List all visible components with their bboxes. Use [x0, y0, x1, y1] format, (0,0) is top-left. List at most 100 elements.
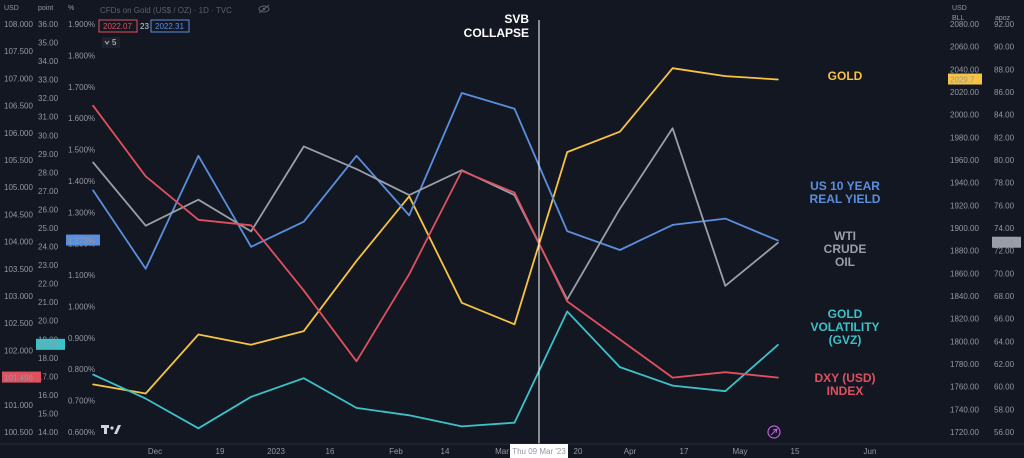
- series-point-gvz: [92, 373, 94, 376]
- axis-tick-gold: 1860.00: [950, 269, 979, 278]
- axis-tick-gvz: 25.00: [38, 224, 59, 233]
- x-tick-label: 14: [441, 447, 450, 456]
- symbol-title[interactable]: CFDs on Gold (US$ / OZ) · 1D · TVC: [100, 6, 232, 15]
- collapse-chevron-icon[interactable]: [102, 37, 120, 48]
- axis-unit-gvz: point: [38, 5, 53, 12]
- series-point-oil: [355, 168, 358, 170]
- axis-tick-yield: 1.600%: [68, 114, 95, 123]
- axis-tick-oil: 62.00: [994, 360, 1015, 369]
- axis-tick-gvz: 33.00: [38, 76, 59, 85]
- price-box-red: [98, 19, 138, 33]
- series-point-gold: [197, 333, 200, 336]
- axis-tick-gold: 2060.00: [950, 43, 979, 52]
- axis-tick-gvz: 23.00: [38, 261, 59, 270]
- last-value-text-gold: 2029.7: [950, 76, 975, 85]
- axis-tick-gvz: 32.00: [38, 94, 59, 103]
- x-tick-label: Feb: [389, 447, 403, 456]
- series-point-oil: [777, 241, 779, 244]
- last-value-badge-oil: [992, 236, 1021, 248]
- series-point-oil: [250, 230, 252, 233]
- series-label-yield: REAL YIELD: [810, 192, 881, 206]
- series-line-yield: [92, 92, 779, 270]
- axis-tick-oil: 92.00: [994, 20, 1015, 29]
- axis-tick-oil: 58.00: [994, 405, 1015, 414]
- last-value-badge-yield: [66, 234, 100, 246]
- x-tick-label: 17: [680, 447, 689, 456]
- series-point-yield: [724, 217, 727, 220]
- series-point-gold: [619, 130, 621, 133]
- shape-tool-icon[interactable]: [767, 425, 781, 439]
- series-point-oil: [408, 194, 411, 196]
- axis-tick-gold: 2080.00: [950, 20, 979, 29]
- axis-tick-yield: 1.000%: [68, 302, 95, 311]
- axis-tick-oil: 90.00: [994, 43, 1015, 52]
- axis-tick-dxy: 106.500: [4, 102, 33, 111]
- axis-tick-gvz: 35.00: [38, 39, 59, 48]
- axis-tick-oil: 68.00: [994, 292, 1015, 301]
- axis-tick-dxy: 105.000: [4, 183, 33, 192]
- x-tick-label: Apr: [624, 447, 637, 456]
- series-point-gold: [671, 67, 674, 69]
- axis-tick-yield: 1.400%: [68, 177, 95, 186]
- axis-unit-yield: %: [68, 5, 74, 12]
- series-point-gold: [777, 78, 779, 81]
- axis-tick-oil: 56.00: [994, 428, 1015, 437]
- axis-tick-oil: 82.00: [994, 133, 1015, 142]
- axis-tick-gold: 1880.00: [950, 247, 979, 256]
- axis-tick-gvz: 16.00: [38, 391, 59, 400]
- axis-tick-gold: 1720.00: [950, 428, 979, 437]
- axis-tick-gold: 1920.00: [950, 201, 979, 210]
- x-tick-label: 19: [216, 447, 225, 456]
- series-point-dxy: [303, 289, 305, 292]
- series-label-gvz: VOLATILITY: [810, 320, 879, 334]
- eye-icon[interactable]: [258, 4, 270, 14]
- series-point-oil: [197, 198, 200, 201]
- axis-tick-gvz: 17.00: [38, 372, 59, 381]
- axis-tick-oil: 88.00: [994, 65, 1015, 74]
- axis-tick-gvz: 28.00: [38, 168, 59, 177]
- axis-tick-dxy: 103.000: [4, 292, 33, 301]
- axis-tick-oil: 66.00: [994, 315, 1015, 324]
- series-point-gold: [566, 151, 568, 153]
- last-value-badge-gvz: [36, 338, 65, 350]
- x-tick-label: 15: [791, 447, 800, 456]
- axis-tick-yield: 1.500%: [68, 146, 95, 155]
- axis-tick-yield: 1.900%: [68, 20, 95, 29]
- series-label-oil: CRUDE: [824, 242, 867, 256]
- series-point-gvz: [513, 421, 516, 424]
- axis-tick-dxy: 108.000: [4, 20, 33, 29]
- series-label-gvz: GOLD: [828, 307, 863, 321]
- series-point-gold: [724, 75, 727, 77]
- series-point-gvz: [250, 396, 252, 398]
- axis-tick-gvz: 26.00: [38, 205, 59, 214]
- series-point-dxy: [197, 219, 200, 221]
- last-value-text-gvz: 18.67: [38, 341, 59, 350]
- axis-tick-dxy: 102.500: [4, 319, 33, 328]
- axis-tick-dxy: 104.000: [4, 238, 33, 247]
- axis-tick-yield: 0.900%: [68, 334, 95, 343]
- last-value-text-yield: 1.273%: [68, 237, 95, 246]
- axis-tick-gold: 2040.00: [950, 65, 979, 74]
- axis-unit-gold: USD: [952, 5, 967, 12]
- axis-tick-gvz: 22.00: [38, 280, 59, 289]
- axis-tick-gvz: 34.00: [38, 57, 59, 66]
- crosshair-date-label: Thu 09 Mar '23: [510, 444, 568, 458]
- axis-tick-gvz: 14.00: [38, 428, 59, 437]
- series-label-oil: WTI: [834, 229, 856, 243]
- collapse-count: 5: [112, 38, 117, 47]
- series-point-gold: [144, 392, 147, 395]
- axis-tick-yield: 0.700%: [68, 397, 95, 406]
- last-value-text-dxy: 101.496: [4, 374, 33, 383]
- axis-tick-oil: 64.00: [994, 337, 1015, 346]
- series-label-dxy: INDEX: [827, 384, 864, 398]
- axis-tick-oil: 78.00: [994, 179, 1015, 188]
- series-point-gold: [461, 302, 463, 304]
- axis-tick-gold: 1840.00: [950, 292, 979, 301]
- series-point-dxy: [619, 338, 621, 341]
- axis-tick-gvz: 31.00: [38, 113, 59, 122]
- series-point-yield: [777, 239, 779, 242]
- axis-tick-gold: 1940.00: [950, 179, 979, 188]
- series-point-yield: [92, 189, 94, 192]
- axis-tick-gvz: 36.00: [38, 20, 59, 29]
- series-line-dxy: [92, 105, 779, 379]
